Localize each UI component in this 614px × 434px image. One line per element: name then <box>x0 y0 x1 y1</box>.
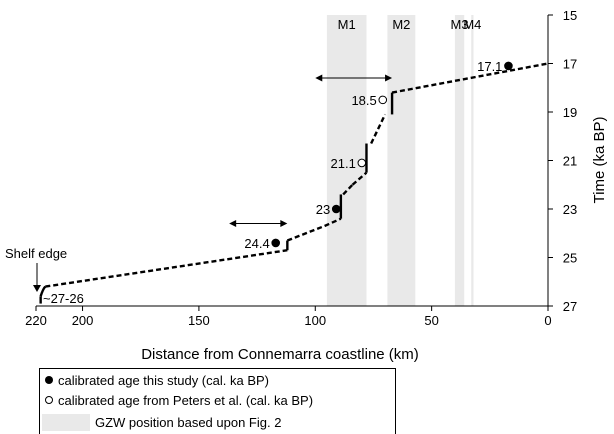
x-tick-label: 200 <box>72 313 94 328</box>
x-axis-label: Distance from Connemarra coastline (km) <box>141 346 419 363</box>
arrowhead-right <box>280 220 287 227</box>
x-tick-label: 150 <box>188 313 210 328</box>
age-point-label: 23 <box>316 202 330 217</box>
dashed-segment <box>371 114 385 143</box>
gzw-band-label: M1 <box>338 17 356 32</box>
shelf-edge-arrowhead <box>33 285 41 292</box>
legend: calibrated age this study (cal. ka BP) c… <box>39 368 396 434</box>
gzw-band-m2 <box>387 15 415 306</box>
y-tick-label: 23 <box>563 202 577 217</box>
arrowhead-left <box>229 220 236 227</box>
y-tick-label: 17 <box>563 57 577 72</box>
age-point-label: 24.4 <box>244 236 269 251</box>
age-point-open <box>379 96 387 104</box>
age-point-filled <box>505 62 513 70</box>
shelf-edge-label: Shelf edge <box>5 246 67 261</box>
y-tick-label: 15 <box>563 8 577 23</box>
gzw-band-label: M4 <box>463 17 481 32</box>
legend-item-this-study: calibrated age this study (cal. ka BP) <box>40 370 269 390</box>
y-tick-label: 25 <box>563 251 577 266</box>
legend-label: calibrated age this study (cal. ka BP) <box>58 373 269 388</box>
legend-item-gzw: GZW position based upon Fig. 2 <box>40 412 281 432</box>
dashed-segment <box>287 226 324 241</box>
y-tick-label: 19 <box>563 105 577 120</box>
gzw-band-label: M2 <box>392 17 410 32</box>
age-point-label: 18.5 <box>351 93 376 108</box>
x-tick-label: 100 <box>304 313 326 328</box>
age-point-label: 21.1 <box>331 156 356 171</box>
x-tick-label: 50 <box>424 313 438 328</box>
legend-item-peters: calibrated age from Peters et al. (cal. … <box>40 390 313 410</box>
age-point-open <box>358 159 366 167</box>
gray-band-icon <box>42 414 90 431</box>
axes: 220 200 150 100 50 0 15 17 19 21 23 25 27 <box>25 8 577 328</box>
age-point-filled <box>332 205 340 213</box>
filled-circle-icon <box>45 376 53 384</box>
x-tick-label: 220 <box>25 313 47 328</box>
x-tick-label: 0 <box>544 313 551 328</box>
y-tick-label: 27 <box>563 299 577 314</box>
age-point-filled <box>272 239 280 247</box>
legend-label: GZW position based upon Fig. 2 <box>95 415 281 430</box>
y-axis-label: Time (ka BP) <box>591 117 608 204</box>
age-point-label: 17.1 <box>477 59 502 74</box>
legend-label: calibrated age from Peters et al. (cal. … <box>58 393 313 408</box>
dashed-segment <box>45 250 287 286</box>
annotations: Shelf edge ~27-26 <box>5 246 84 306</box>
y-tick-label: 21 <box>563 154 577 169</box>
shelf-age-label: ~27-26 <box>43 291 84 306</box>
gzw-band-m4 <box>471 15 473 306</box>
open-circle-icon <box>45 396 53 404</box>
gzw-band-m3 <box>455 15 464 306</box>
dashed-segment <box>392 64 548 93</box>
arrowhead-left <box>315 75 322 82</box>
